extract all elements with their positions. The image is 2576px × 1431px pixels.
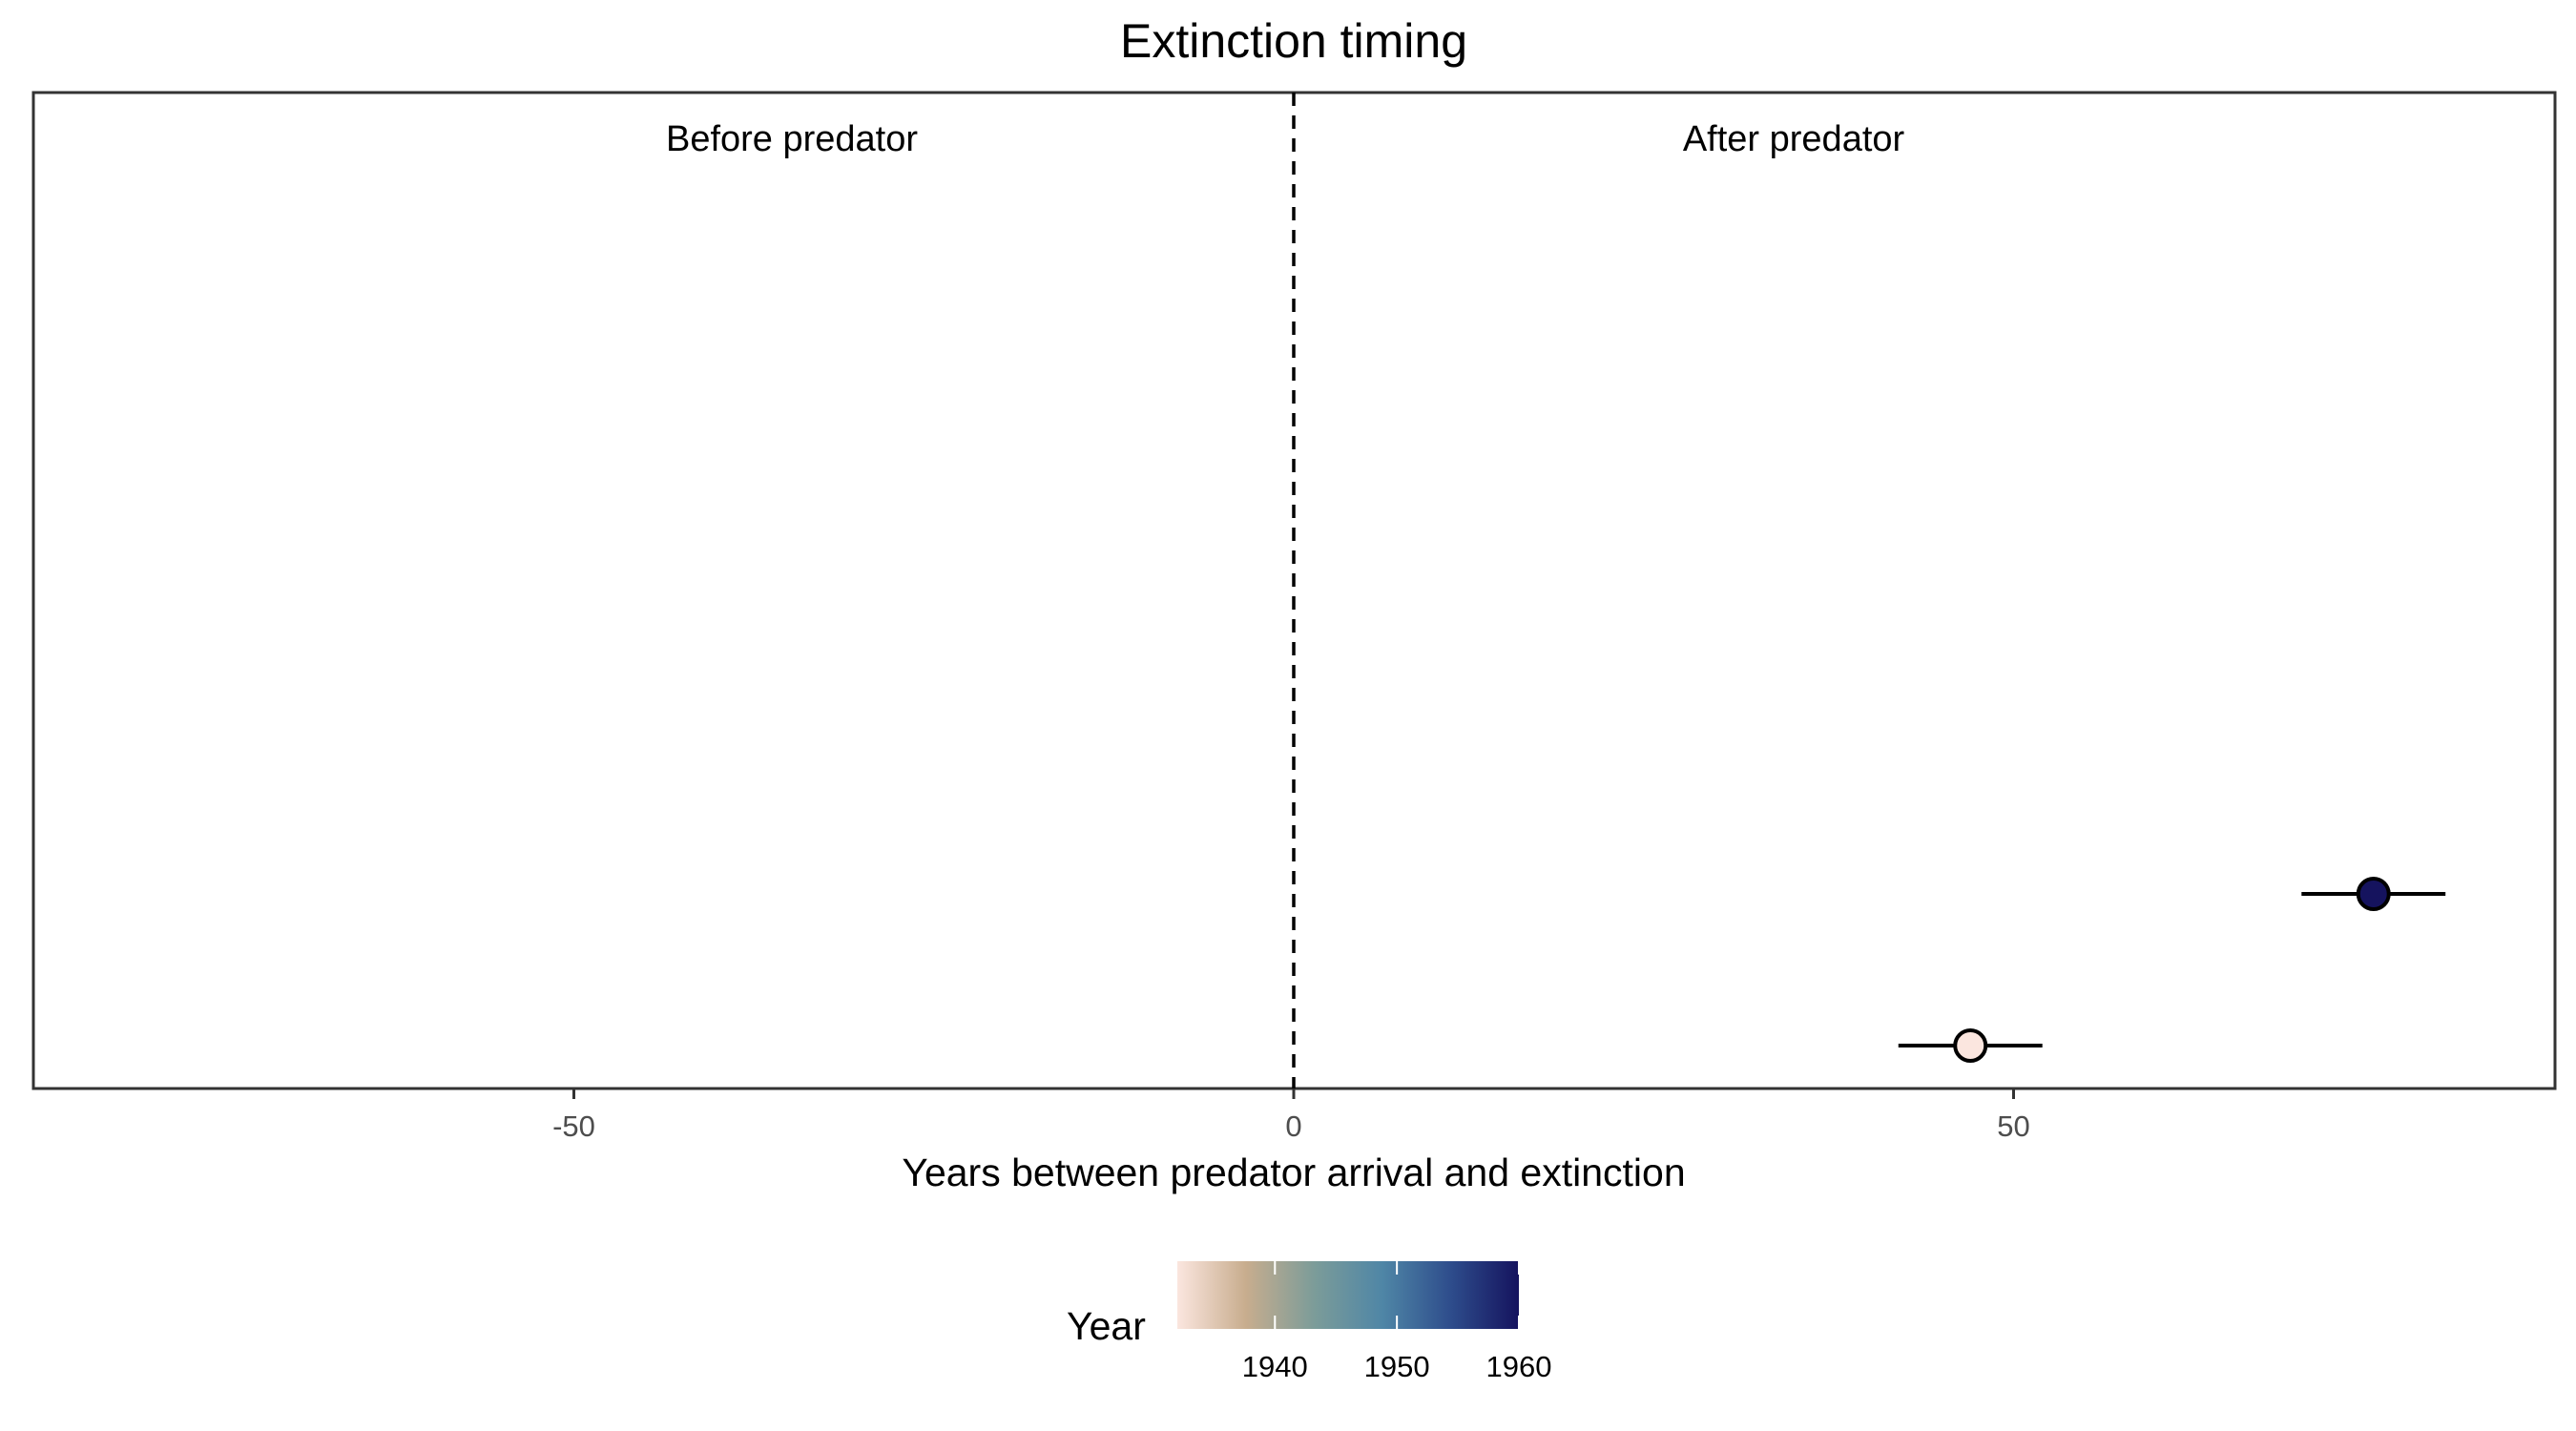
legend-tick-label: 1940 [1242,1350,1308,1383]
legend-tick-label: 1950 [1364,1350,1430,1383]
x-tick-label: 50 [1997,1110,2029,1143]
legend-tick-label: 1960 [1486,1350,1552,1383]
data-marks [1898,877,2446,1063]
data-point [1953,1028,1988,1063]
chart-title: Extinction timing [1120,14,1467,68]
before-predator-label: Before predator [666,119,918,159]
data-point [2356,877,2391,911]
after-predator-label: After predator [1683,119,1905,159]
x-axis: -50 0 50 [552,1089,2030,1143]
legend-title: Year [1067,1304,1146,1348]
color-legend: Year 1940 1950 1960 [1067,1261,1551,1383]
legend-ticks: 1940 1950 1960 [1242,1261,1552,1383]
x-tick-label: -50 [552,1110,595,1143]
x-axis-title: Years between predator arrival and extin… [902,1151,1685,1194]
legend-colorbar [1177,1261,1519,1329]
x-tick-label: 0 [1285,1110,1301,1143]
